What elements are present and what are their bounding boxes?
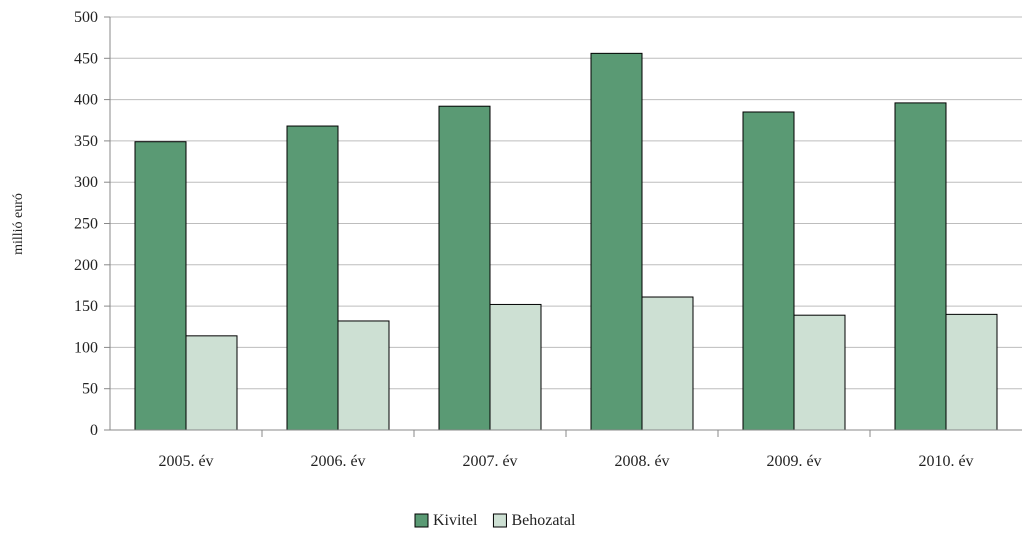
y-tick-label: 300	[74, 174, 98, 191]
legend-swatch-behozatal	[492, 513, 507, 528]
bars	[134, 52, 998, 431]
bar-behozatal-0	[185, 335, 238, 431]
y-tick-label: 150	[74, 298, 98, 315]
bar-kivitel-4	[742, 111, 795, 431]
legend-label-kivitel: Kivitel	[433, 512, 478, 529]
bar-behozatal-5	[945, 313, 998, 431]
y-tick-label: 100	[74, 339, 98, 356]
y-tick-label: 50	[82, 381, 98, 398]
legend-swatch-kivitel	[414, 513, 429, 528]
y-tick-label: 0	[90, 422, 98, 439]
bar-kivitel-2	[438, 105, 491, 431]
bar-behozatal-2	[489, 303, 542, 431]
axes: 0 50 100 150 200 250 300 350 400 450 500 2005. év 20…	[74, 9, 1022, 470]
bar-kivitel-5	[894, 102, 947, 431]
y-tick-label: 500	[74, 9, 98, 26]
legend: Kivitel Behozatal	[414, 512, 576, 529]
y-tick-label: 200	[74, 257, 98, 274]
bar-kivitel-3	[590, 52, 643, 431]
y-tick-label: 250	[74, 216, 98, 233]
y-tick-label: 400	[74, 92, 98, 109]
y-tick-label: 350	[74, 133, 98, 150]
x-category-label: 2009. év	[766, 453, 821, 470]
y-tick-label: 450	[74, 50, 98, 67]
bar-kivitel-0	[134, 141, 187, 431]
x-category-label: 2005. év	[158, 453, 213, 470]
gridlines	[110, 16, 1022, 390]
bar-behozatal-3	[641, 296, 694, 431]
x-category-label: 2008. év	[614, 453, 669, 470]
x-category-label: 2006. év	[310, 453, 365, 470]
bar-kivitel-1	[286, 125, 339, 431]
bar-behozatal-4	[793, 314, 846, 431]
x-category-label: 2007. év	[462, 453, 517, 470]
x-category-label: 2010. év	[918, 453, 973, 470]
y-axis-title: millió euró	[11, 193, 26, 255]
bar-behozatal-1	[337, 320, 390, 431]
legend-label-behozatal: Behozatal	[511, 512, 576, 529]
